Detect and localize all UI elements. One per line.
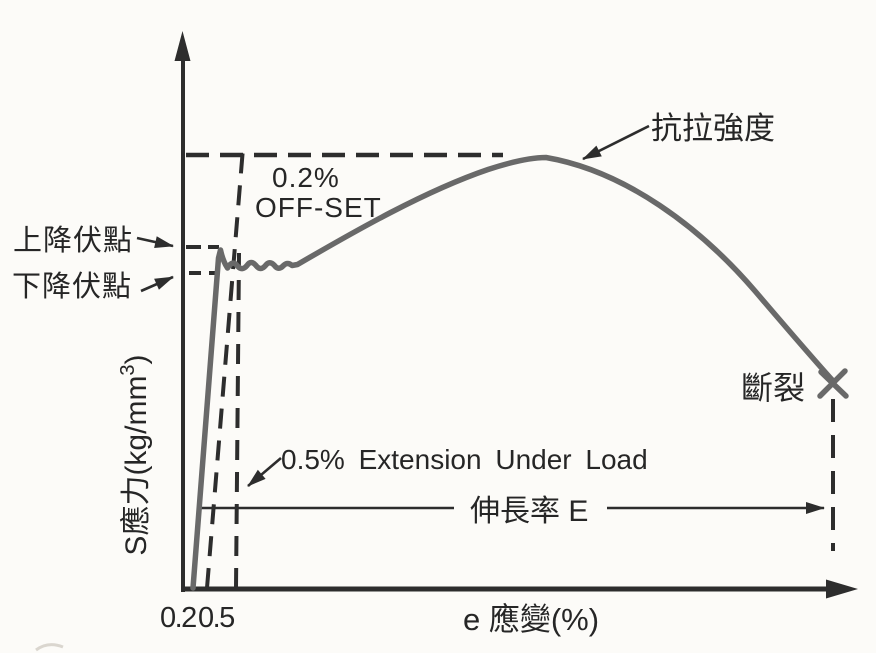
extension-under-load-label: 0.5% Extension Under Load <box>281 444 648 475</box>
x-tick-0-2: 0.2 <box>160 602 196 634</box>
upper-yield-pointer-arrow <box>136 236 174 248</box>
fracture-x-icon <box>817 368 849 399</box>
scan-artifact <box>35 643 64 652</box>
y-axis-arrowhead-icon <box>174 31 191 61</box>
offset-0-2pct-dashed-line <box>205 147 245 589</box>
offset-word-label: OFF-SET <box>255 192 382 223</box>
extension-pointer-arrow <box>247 457 282 487</box>
lower-yield-pointer-arrow <box>140 275 174 293</box>
lower-yield-label: 下降伏點 <box>12 270 132 303</box>
x-axis-arrowhead-icon <box>826 579 858 599</box>
elongation-label: 伸長率 E <box>470 495 588 528</box>
fracture-label: 斷裂 <box>741 370 805 406</box>
upper-yield-label: 上降伏點 <box>13 224 133 257</box>
offset-value-label: 0.2% <box>272 162 340 193</box>
x-axis-label: e 應變(%) <box>463 602 599 637</box>
tensile-strength-label: 抗拉強度 <box>651 111 775 146</box>
y-axis-label: S應力(kg/mm3) <box>117 354 153 555</box>
x-tick-0-5: 0.5 <box>198 602 234 634</box>
extension-0-5pct-dashed-line <box>234 252 241 589</box>
stress-strain-curve <box>190 154 837 591</box>
tensile-strength-pointer-arrow <box>582 124 650 161</box>
